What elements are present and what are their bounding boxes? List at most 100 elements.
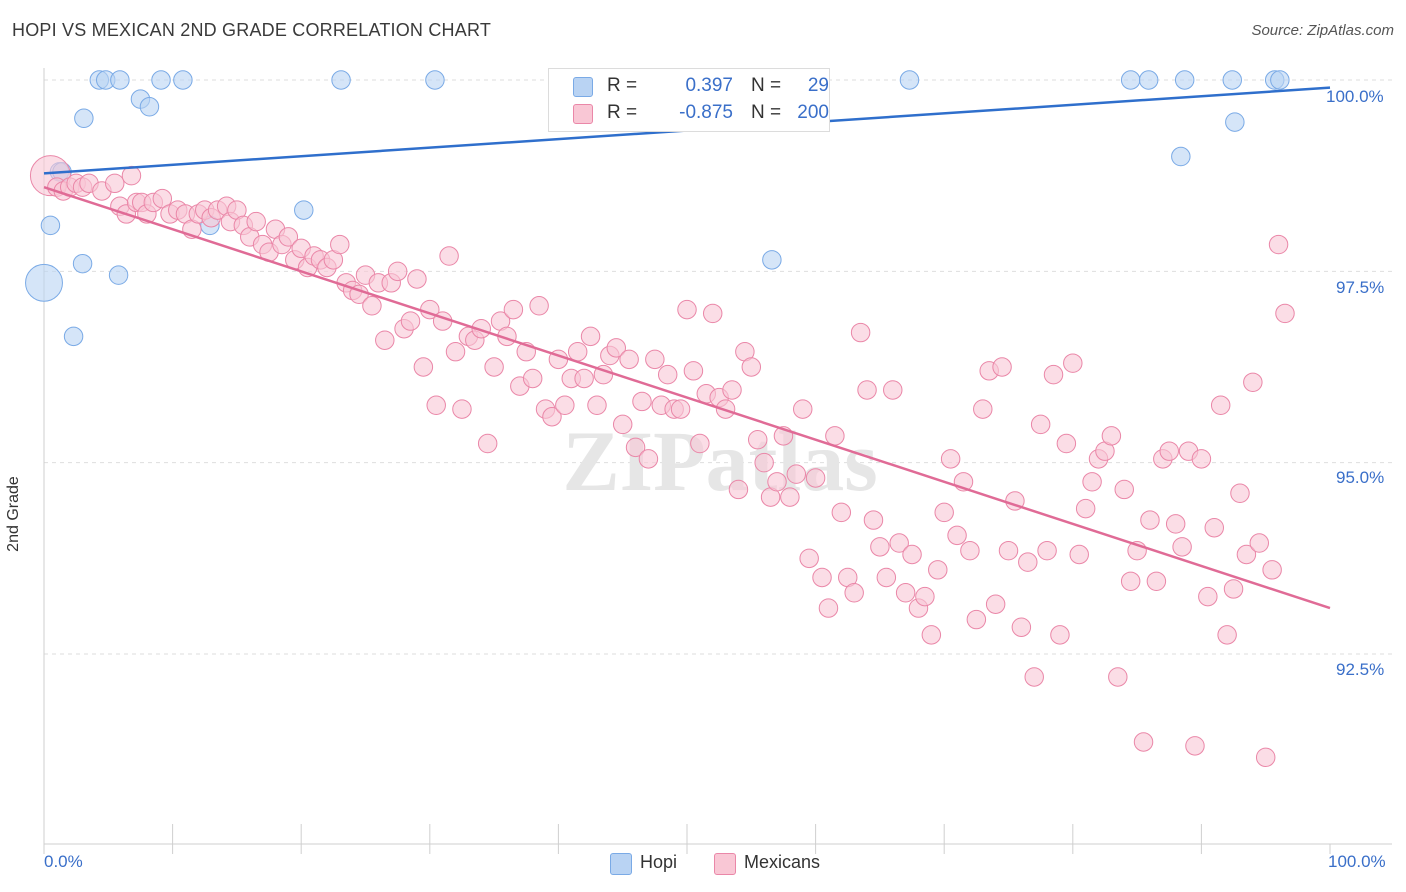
n-label: N = — [751, 102, 782, 123]
mexicans-point — [825, 426, 845, 446]
mexicans-point — [1063, 353, 1083, 373]
mexicans-point — [992, 357, 1012, 377]
mexicans-point — [387, 261, 408, 282]
source-label: Source: ZipAtlas.com — [1251, 22, 1394, 39]
mexicans-point — [1262, 560, 1282, 580]
mexicans-point — [863, 510, 884, 530]
mexicans-point — [657, 364, 678, 385]
mexicans-point — [921, 625, 942, 645]
mexicans-point — [973, 399, 993, 419]
mexicans-point — [1030, 414, 1051, 435]
mexicans-point — [477, 433, 498, 454]
hopi-point — [294, 200, 314, 220]
mexicans-point — [1159, 441, 1179, 461]
mexicans-point — [632, 391, 652, 412]
mexicans-point — [1185, 736, 1205, 756]
mexicans-point — [1255, 747, 1276, 768]
mexicans-point — [780, 487, 800, 507]
hopi-point — [1174, 70, 1195, 90]
mexicans-point — [1236, 544, 1257, 565]
mexicans-point — [471, 319, 491, 339]
mexicans-point — [960, 540, 980, 561]
mexicans-point — [1230, 483, 1250, 504]
mexicans-point — [1011, 617, 1032, 637]
y-tick-label-95: 95.0% — [1336, 468, 1385, 487]
y-tick-label-100: 100.0% — [1326, 87, 1384, 106]
hopi-point — [74, 108, 94, 128]
mexicans-point — [722, 380, 742, 400]
mexicans-point — [1268, 234, 1289, 255]
mexicans-point — [152, 188, 173, 209]
mexicans-point — [747, 429, 768, 450]
mexicans-point — [670, 399, 691, 419]
mexicans-point — [445, 341, 466, 362]
mexicans-point — [452, 399, 472, 419]
mexicans-point — [876, 567, 897, 588]
mexicans-point — [612, 414, 633, 435]
mexicans-point — [1204, 517, 1224, 538]
mexicans-point — [1198, 586, 1218, 607]
hopi-point — [331, 70, 351, 90]
mexicans-point — [1146, 571, 1167, 592]
mexicans-point — [812, 567, 832, 588]
mexicans-point — [606, 338, 627, 358]
hopi-legend-swatch — [610, 853, 632, 875]
mexicans-point — [246, 211, 266, 232]
mexicans-point — [580, 326, 601, 347]
x-tick-label-max: 100.0% — [1328, 852, 1386, 871]
mexicans-point — [1217, 625, 1237, 645]
mexicans-point — [786, 464, 807, 484]
mexicans-point — [484, 357, 504, 377]
mexicans-point — [818, 598, 839, 618]
chart-title: HOPI VS MEXICAN 2ND GRADE CORRELATION CH… — [12, 20, 492, 40]
mexicans-point — [793, 399, 813, 419]
y-axis-label: 2nd Grade — [5, 476, 22, 552]
mexicans-point — [587, 395, 607, 415]
mexicans-point — [741, 357, 762, 377]
mexicans-point — [934, 502, 954, 523]
mexicans-point — [1082, 472, 1102, 492]
hopi-point — [1138, 70, 1159, 90]
n-value: 29 — [807, 75, 829, 96]
mexicans-point — [1069, 544, 1089, 565]
mexicans-point — [1140, 510, 1160, 530]
mexicans-swatch — [573, 104, 593, 124]
mexicans-point — [555, 395, 575, 415]
mexicans-point — [895, 583, 916, 603]
mexicans-point — [362, 296, 382, 316]
mexicans-point — [702, 303, 723, 324]
mexicans-point — [278, 227, 299, 247]
mexicans-point — [915, 586, 935, 607]
mexicans-point — [1050, 625, 1070, 645]
n-label: N = — [751, 75, 782, 96]
hopi-point — [1270, 70, 1290, 90]
mexicans-point — [947, 525, 967, 546]
r-label: R = — [607, 102, 638, 123]
mexicans-point — [1108, 667, 1128, 687]
hopi-point — [63, 326, 84, 347]
mexicans-point — [1075, 498, 1096, 519]
mexicans-point — [1024, 667, 1044, 687]
hopi-swatch — [573, 77, 593, 97]
mexicans-point — [625, 437, 646, 458]
mexicans-point — [928, 560, 948, 580]
hopi-point — [72, 253, 93, 274]
mexicans-point — [985, 594, 1006, 614]
hopi-point — [1171, 146, 1191, 167]
mexicans-point — [542, 407, 562, 427]
legend-label: Mexicans — [744, 852, 821, 872]
n-value: 200 — [797, 102, 829, 123]
mexicans-point — [690, 433, 710, 454]
mexicans-point — [1165, 514, 1186, 534]
mexicans-point — [1120, 571, 1141, 592]
mexicans-point — [850, 322, 871, 343]
hopi-point — [1225, 112, 1245, 132]
mexicans-point — [645, 349, 665, 370]
mexicans-point — [805, 468, 826, 488]
mexicans-point — [1018, 552, 1038, 572]
r-value: 0.397 — [685, 75, 733, 96]
mexicans-point — [1243, 372, 1263, 393]
mexicans-point — [1210, 395, 1231, 415]
mexicans-point — [529, 296, 549, 316]
